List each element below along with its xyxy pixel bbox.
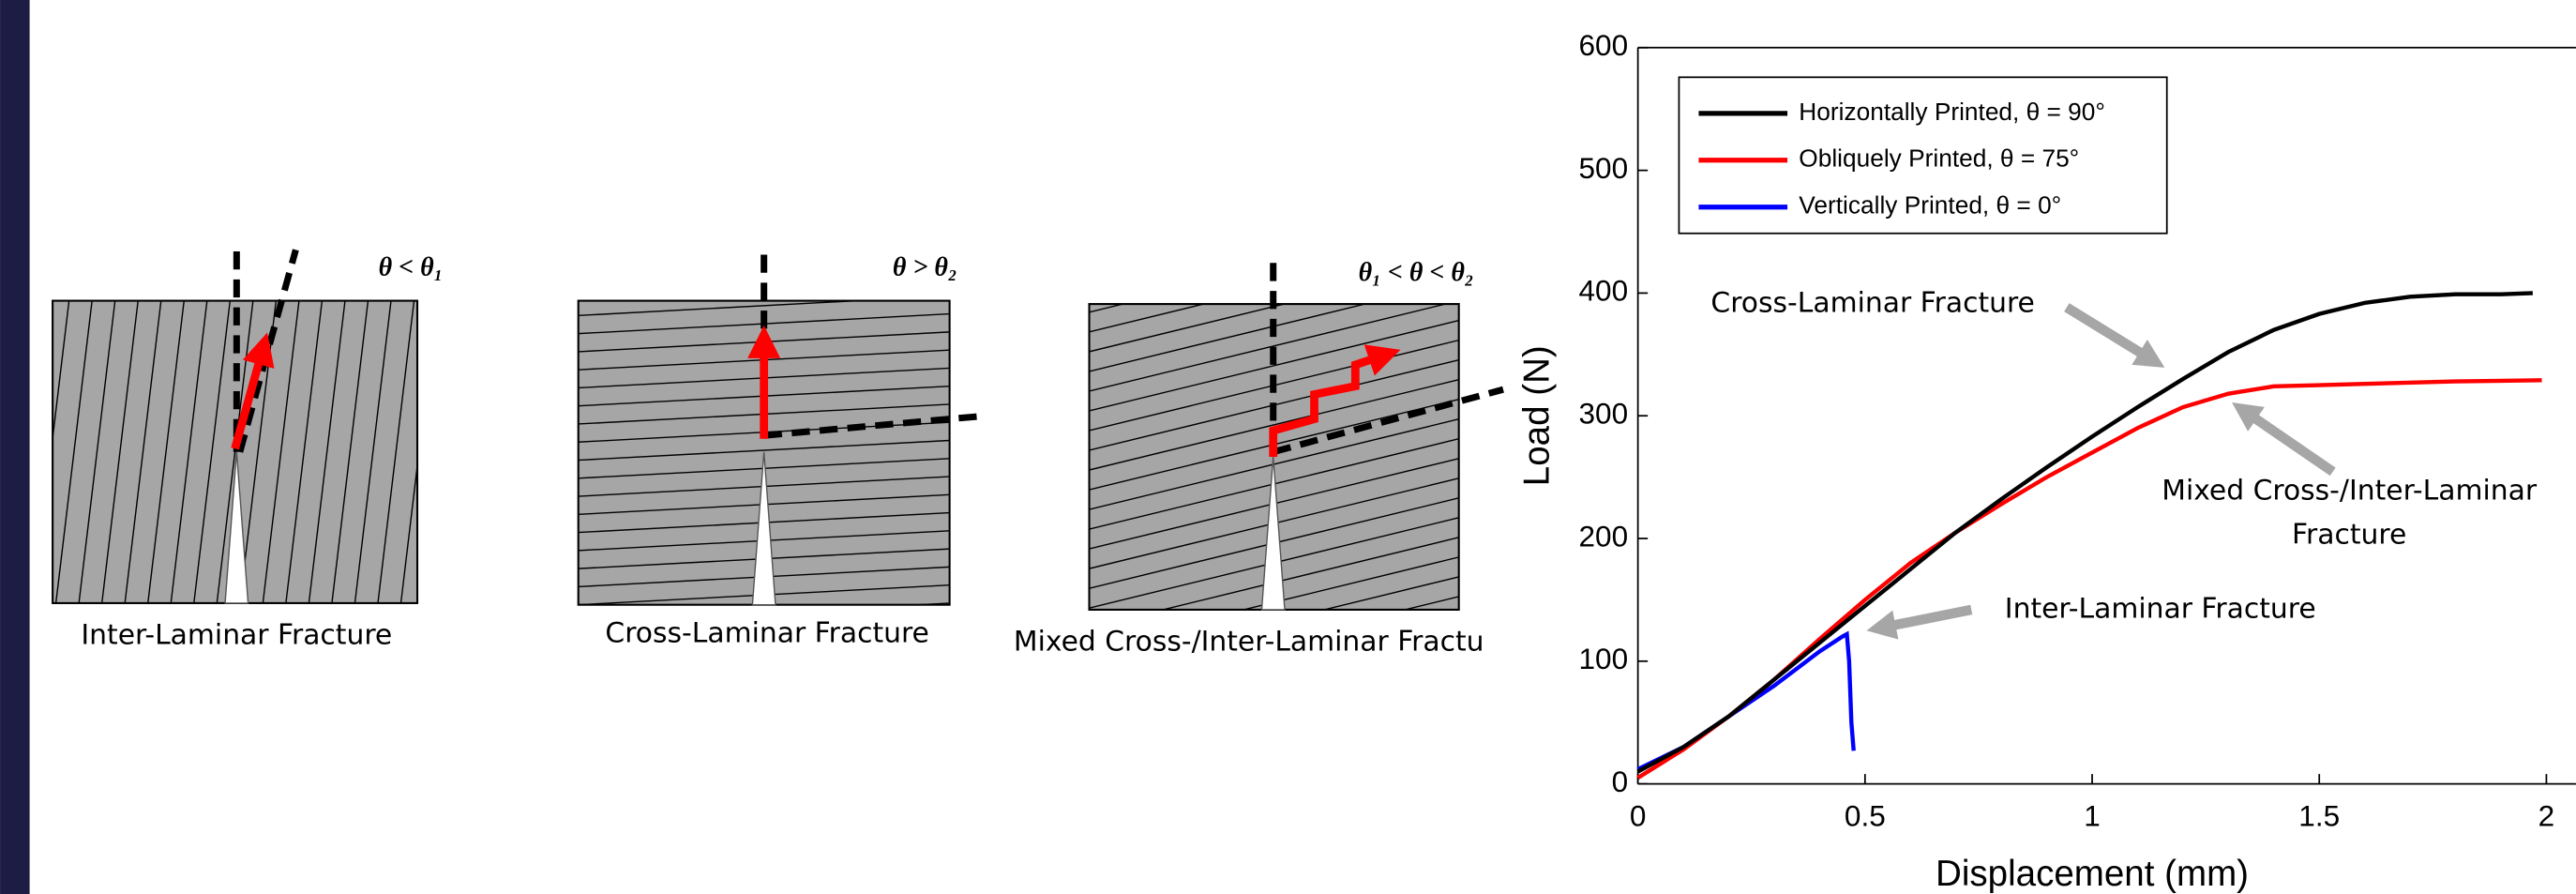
annotation: Fracture: [2292, 519, 2406, 552]
layer-line: [354, 300, 392, 603]
annotation-arrow: [1866, 604, 1973, 640]
y-tick-label: 600: [1579, 28, 1629, 62]
x-tick-label: 0.5: [1845, 799, 1886, 833]
dashed-path: [763, 412, 987, 439]
layer-line: [1090, 695, 1459, 785]
annotation: Cross-Laminar Fracture: [1710, 287, 2034, 320]
data-line: [1636, 291, 2533, 774]
layer-line: [78, 300, 116, 603]
layer-line: [54, 300, 93, 603]
layer-line: [1089, 319, 1459, 412]
caption: Cross-Laminar Fracture: [605, 617, 928, 650]
diagram: [1088, 263, 1504, 785]
layer-line: [1090, 656, 1459, 746]
x-tick-label: 2: [2538, 799, 2555, 833]
layer-line: [1089, 378, 1459, 471]
x-axis-label: Displacement (mm): [1936, 854, 2249, 894]
x-tick-label: 1.5: [2298, 799, 2340, 833]
layer-line: [447, 301, 484, 603]
layer-line: [1089, 304, 1207, 333]
dashed-path: [236, 249, 299, 453]
layer-line: [399, 460, 418, 603]
layer-line: [147, 300, 185, 603]
layer-line: [100, 300, 139, 603]
legend-label: Vertically Printed, θ = 0°: [1799, 191, 2061, 220]
caption: Mixed Cross-/Inter-Laminar Fractu: [1014, 625, 1484, 658]
dashed-path: [1272, 386, 1504, 456]
crack-arrow: [231, 332, 275, 450]
legend-label: Obliquely Printed, θ = 75°: [1799, 144, 2079, 173]
layer-line: [1321, 576, 1459, 610]
y-tick-label: 300: [1579, 397, 1629, 431]
caption: Inter-Laminar Fracture: [81, 618, 392, 651]
layer-line: [377, 300, 415, 603]
y-tick-label: 100: [1579, 642, 1629, 675]
condition: θ < θ₁: [379, 253, 444, 282]
layer-line: [578, 439, 950, 462]
layer-line: [262, 300, 300, 603]
condition: θ > θ₂: [893, 253, 957, 282]
y-tick-label: 0: [1612, 765, 1629, 798]
notch: [751, 451, 776, 606]
side-strip: [0, 0, 30, 894]
annotation-arrow: [2232, 402, 2336, 477]
diagram: [577, 254, 987, 606]
annotation: Inter-Laminar Fracture: [2005, 592, 2316, 625]
notch: [1260, 456, 1286, 611]
layer-line: [124, 300, 162, 603]
x-tick-label: 0: [1630, 799, 1647, 833]
layer-line: [424, 301, 460, 603]
layer-line: [470, 301, 506, 603]
legend-label: Horizontally Printed, θ = 90°: [1799, 98, 2105, 126]
layer-line: [53, 300, 70, 445]
layer-line: [285, 300, 324, 603]
layer-line: [578, 300, 869, 317]
condition: θ₁ < θ < θ₂: [1359, 258, 1474, 287]
x-tick-label: 1: [2084, 799, 2101, 833]
diagram: [52, 249, 506, 604]
layer-line: [308, 300, 346, 603]
chart: 0 100 200 300 400 500 600 0 0.5 1 1.5 2 Displacement…: [1517, 28, 2576, 894]
layer-line: [331, 300, 369, 603]
annotation-arrow: [2064, 303, 2165, 368]
y-axis-label: Load (N): [1517, 345, 1558, 486]
y-tick-label: 400: [1579, 274, 1629, 308]
y-tick-label: 500: [1579, 151, 1629, 185]
layer-line: [1090, 675, 1459, 765]
layer-line: [1089, 304, 1449, 392]
layer-line: [170, 300, 208, 603]
crack-arrow: [1269, 344, 1401, 458]
layer-line: [193, 300, 232, 603]
y-tick-label: 200: [1579, 519, 1629, 553]
annotation: Mixed Cross-/Inter-Laminar: [2162, 474, 2538, 507]
notch: [224, 451, 249, 604]
